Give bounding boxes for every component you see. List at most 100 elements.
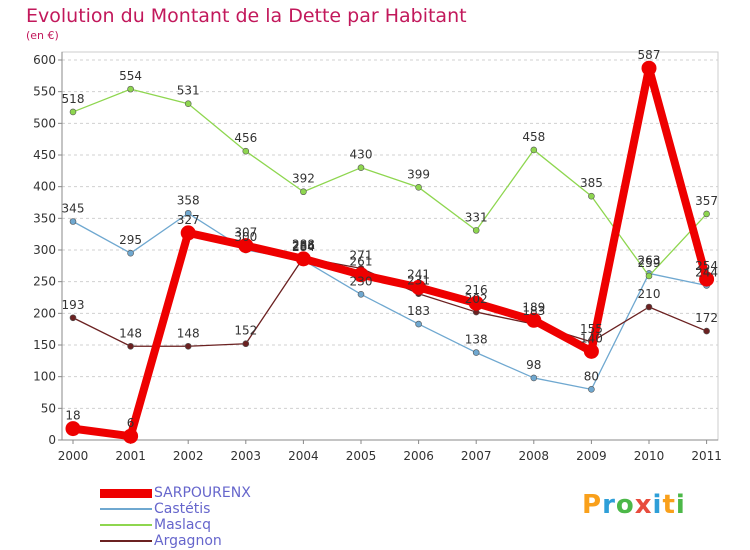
data-point (703, 210, 710, 218)
y-tick-label: 150 (33, 338, 56, 352)
logo-letter: r (602, 490, 616, 520)
data-label: 458 (522, 130, 545, 144)
data-label: 80 (584, 369, 599, 383)
data-label: 183 (407, 304, 430, 318)
data-point (295, 251, 311, 267)
data-point (645, 303, 653, 311)
data-label: 202 (465, 292, 488, 306)
x-tick-label: 2006 (403, 449, 434, 463)
data-point (357, 164, 365, 171)
chart-title: Evolution du Montant de la Dette par Hab… (26, 5, 467, 27)
data-point (127, 342, 134, 350)
data-point (472, 227, 480, 234)
data-point (127, 249, 134, 257)
data-label: 183 (522, 304, 545, 318)
data-label: 216 (465, 283, 488, 297)
legend-item: SARPOURENX (100, 485, 251, 501)
y-tick-label: 500 (33, 116, 56, 130)
data-point (65, 421, 81, 437)
data-label: 295 (119, 233, 142, 247)
data-label: 357 (695, 194, 718, 208)
data-point (530, 146, 538, 154)
data-label: 261 (350, 255, 373, 269)
data-label: 327 (177, 213, 200, 227)
x-tick-label: 2011 (691, 449, 722, 463)
y-tick-label: 450 (33, 148, 56, 162)
data-point (583, 343, 599, 359)
y-tick-label: 400 (33, 180, 56, 194)
legend-swatch-argagnon (100, 540, 152, 542)
x-tick-label: 2007 (461, 449, 492, 463)
legend-swatch-sarpourenx (100, 488, 152, 498)
data-point (645, 272, 653, 280)
data-point (411, 279, 427, 295)
logo-letter: t (662, 490, 676, 520)
data-point (588, 192, 595, 200)
data-point (180, 225, 196, 241)
logo-letter: P (582, 490, 603, 520)
data-point (353, 267, 369, 283)
logo-letter: o (615, 490, 635, 520)
y-tick-label: 50 (41, 401, 56, 415)
y-tick-label: 300 (33, 243, 56, 257)
data-label: 189 (522, 300, 545, 314)
series-line-castétis (72, 212, 708, 390)
data-point (415, 320, 422, 328)
data-point (69, 218, 77, 225)
y-tick-label: 600 (33, 53, 56, 67)
logo-letter: i (652, 490, 663, 520)
data-label: 140 (580, 331, 603, 345)
data-point (699, 271, 715, 287)
x-tick-label: 2003 (231, 449, 262, 463)
y-tick-label: 100 (33, 370, 56, 384)
y-tick-label: 550 (33, 85, 56, 99)
logo-letter: x (634, 490, 653, 520)
data-label: 152 (234, 324, 257, 338)
data-point (242, 340, 250, 348)
data-point (184, 342, 192, 350)
data-point (641, 60, 657, 76)
data-label: 172 (695, 311, 718, 325)
legend-label-castetis: Castétis (154, 501, 211, 517)
proxiti-logo: Proxiti (582, 490, 686, 520)
y-tick-label: 250 (33, 275, 56, 289)
plot-area (61, 51, 719, 441)
data-label: 254 (695, 259, 718, 273)
data-point (415, 184, 422, 191)
data-label: 148 (177, 326, 200, 340)
legend-swatch-castetis (100, 508, 152, 510)
data-label: 300 (234, 230, 257, 244)
data-label: 456 (234, 131, 257, 145)
data-point (238, 238, 254, 254)
data-label: 263 (638, 253, 661, 267)
data-point (468, 295, 484, 311)
legend-label-maslacq: Maslacq (154, 517, 212, 533)
data-label: 98 (526, 358, 541, 372)
data-point (184, 209, 192, 217)
legend-label-argagnon: Argagnon (154, 533, 222, 549)
data-label: 210 (638, 287, 661, 301)
data-label: 244 (695, 265, 718, 279)
data-label: 155 (580, 322, 603, 336)
data-point (184, 100, 192, 107)
data-label: 241 (407, 267, 430, 281)
y-tick-label: 0 (48, 433, 56, 447)
legend-item: Maslacq (100, 517, 251, 533)
data-label: 554 (119, 69, 142, 83)
logo-letter: i (675, 490, 686, 520)
legend-item: Castétis (100, 501, 251, 517)
data-point (127, 85, 134, 93)
data-point (703, 327, 710, 335)
data-label: 385 (580, 176, 603, 190)
data-label: 259 (638, 256, 661, 270)
data-label: 284 (292, 240, 315, 254)
legend: SARPOURENX Castétis Maslacq Argagnon (100, 485, 251, 549)
data-label: 138 (465, 333, 488, 347)
data-point (588, 386, 595, 393)
data-label: 358 (177, 193, 200, 207)
data-point (69, 108, 77, 116)
x-tick-label: 2008 (519, 449, 550, 463)
data-label: 193 (62, 298, 85, 312)
